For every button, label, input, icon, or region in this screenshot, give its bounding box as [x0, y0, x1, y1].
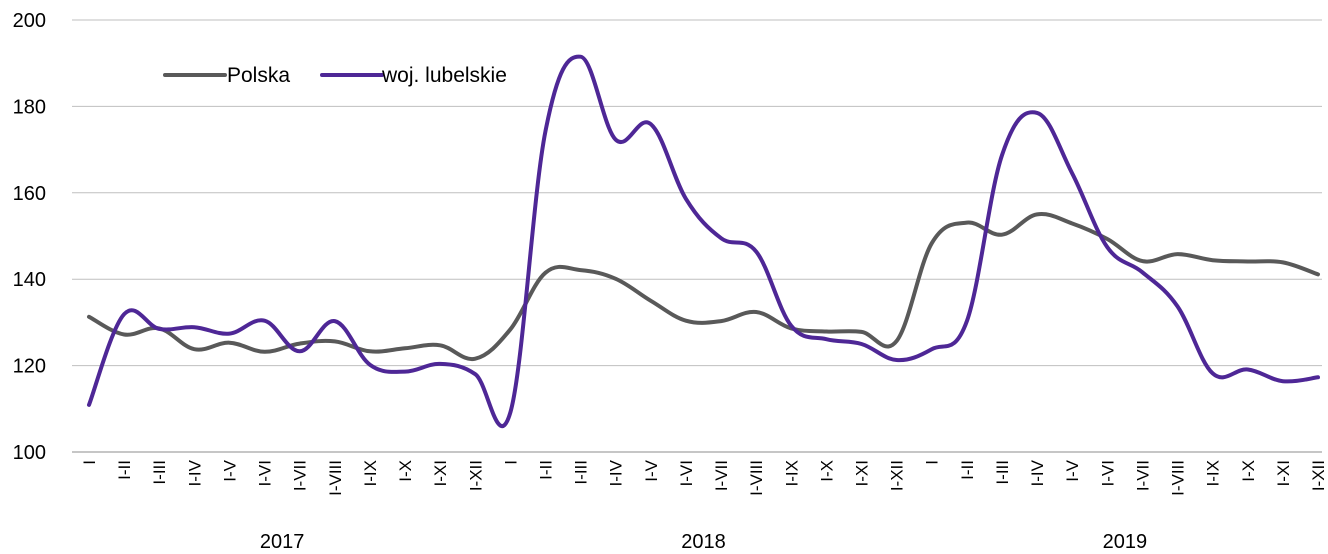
x-tick-label: I-IX [361, 460, 380, 486]
x-tick-label: I-VIII [1169, 460, 1188, 496]
year-label: 2018 [681, 531, 726, 553]
x-tick-label: I-IV [185, 459, 204, 486]
x-tick-label: I-IV [607, 459, 626, 486]
x-tick-label: I [501, 460, 520, 465]
legend-label: woj. lubelskie [381, 64, 507, 87]
x-tick-label: I-V [642, 459, 661, 481]
year-label: 2019 [1103, 531, 1148, 553]
x-tick-label: I-VII [291, 460, 310, 491]
y-tick-label: 200 [13, 10, 46, 32]
x-tick-label: I-VII [1133, 460, 1152, 491]
x-tick-label: I-II [958, 460, 977, 480]
series-lines [87, 54, 1320, 429]
x-tick-label: I-VIII [747, 460, 766, 496]
x-tick-label: I-IV [1028, 459, 1047, 486]
series-line-1 [87, 54, 1320, 429]
y-tick-label: 120 [13, 356, 46, 378]
x-tick-label: I-III [150, 460, 169, 485]
y-tick-label: 180 [13, 96, 46, 118]
x-axis-ticks: I I-II I-III I-IV I-V I-VI I-VII I-VIII I-IX I-X I… [80, 459, 1328, 496]
x-tick-label: I-XII [466, 460, 485, 491]
x-tick-label: I-II [536, 460, 555, 480]
x-tick-label: I-III [993, 460, 1012, 485]
x-tick-label: I-X [1239, 460, 1258, 482]
x-tick-label: I-IX [782, 460, 801, 486]
x-tick-label: I-XI [1274, 460, 1293, 486]
y-tick-label: 140 [13, 269, 46, 291]
gridlines [72, 19, 1322, 453]
x-tick-label: I-V [1063, 459, 1082, 481]
legend: Polska woj. lubelskie [163, 64, 507, 87]
year-labels: 2017 2018 2019 [260, 531, 1147, 553]
series-line-0 [87, 212, 1320, 362]
x-tick-label: I-IX [1204, 460, 1223, 486]
y-axis-ticks: 100 120 140 160 180 200 [13, 10, 46, 464]
x-tick-label: I-VII [712, 460, 731, 491]
x-tick-label: I-XII [888, 460, 907, 491]
y-tick-label: 160 [13, 183, 46, 205]
x-tick-label: I-X [396, 460, 415, 482]
year-label: 2017 [260, 531, 305, 553]
legend-label: Polska [227, 64, 290, 87]
x-tick-label: I-X [817, 460, 836, 482]
x-tick-label: I [923, 460, 942, 465]
x-tick-label: I-V [220, 459, 239, 481]
x-tick-label: I-VI [1098, 460, 1117, 486]
x-tick-label: I-VI [677, 460, 696, 486]
x-tick-label: I-XII [1309, 460, 1328, 491]
x-tick-label: I-VIII [326, 460, 345, 496]
x-tick-label: I-XI [431, 460, 450, 486]
x-tick-label: I-XI [853, 460, 872, 486]
x-tick-label: I [80, 460, 99, 465]
x-tick-label: I-II [115, 460, 134, 480]
y-tick-label: 100 [13, 442, 46, 464]
x-tick-label: I-III [572, 460, 591, 485]
x-tick-label: I-VI [256, 460, 275, 486]
